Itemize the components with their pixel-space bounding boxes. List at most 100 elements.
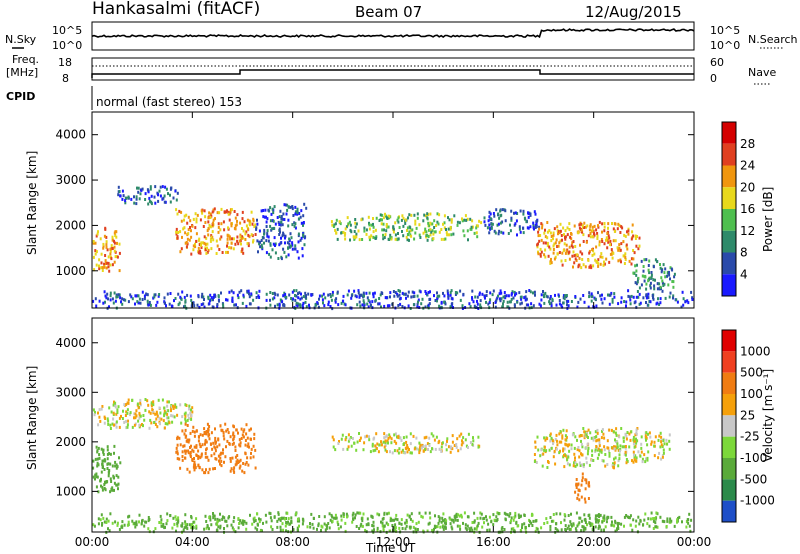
- range-gate-cell: [560, 234, 563, 237]
- range-gate-cell: [544, 241, 547, 245]
- range-gate-cell: [422, 445, 425, 448]
- range-gate-cell: [347, 222, 350, 226]
- range-gate-cell: [583, 513, 586, 517]
- range-gate-cell: [577, 482, 580, 486]
- range-gate-cell: [452, 518, 455, 522]
- range-gate-cell: [402, 436, 405, 440]
- range-gate-cell: [278, 223, 281, 226]
- range-gate-cell: [382, 222, 385, 226]
- range-gate-cell: [165, 522, 168, 526]
- range-gate-cell: [322, 301, 324, 305]
- range-gate-cell: [254, 448, 257, 452]
- range-gate-cell: [191, 448, 194, 452]
- range-gate-cell: [175, 227, 178, 231]
- range-gate-cell: [591, 248, 594, 252]
- range-gate-cell: [252, 298, 255, 302]
- range-gate-cell: [228, 515, 231, 519]
- range-gate-cell: [641, 274, 644, 278]
- range-gate-cell: [668, 273, 671, 277]
- range-gate-cell: [124, 201, 127, 205]
- range-gate-cell: [624, 446, 627, 450]
- range-gate-cell: [606, 232, 609, 235]
- range-gate-cell: [233, 434, 236, 438]
- range-gate-cell: [154, 293, 157, 297]
- range-gate-cell: [640, 450, 643, 454]
- range-gate-cell: [284, 236, 286, 240]
- range-gate-cell: [649, 517, 652, 521]
- range-gate-cell: [299, 303, 302, 307]
- range-gate-cell: [194, 245, 197, 249]
- range-gate-cell: [644, 274, 647, 278]
- range-gate-cell: [635, 295, 638, 299]
- range-gate-cell: [108, 305, 110, 309]
- range-gate-cell: [392, 230, 395, 234]
- range-gate-cell: [500, 230, 503, 234]
- range-gate-cell: [162, 196, 165, 200]
- range-gate-cell: [627, 232, 630, 236]
- range-gate-cell: [518, 516, 521, 519]
- range-gate-cell: [415, 436, 418, 440]
- range-gate-cell: [297, 303, 300, 307]
- range-gate-cell: [368, 235, 371, 239]
- range-gate-cell: [115, 295, 118, 299]
- range-gate-cell: [105, 296, 108, 300]
- range-gate-cell: [391, 451, 394, 455]
- range-gate-cell: [109, 247, 112, 251]
- range-gate-cell: [358, 294, 361, 297]
- range-gate-cell: [355, 525, 358, 528]
- range-gate-cell: [226, 241, 229, 245]
- range-gate-cell: [458, 434, 461, 438]
- range-gate-cell: [480, 221, 483, 225]
- range-gate-cell: [279, 528, 282, 532]
- range-gate-cell: [652, 527, 655, 530]
- range-gate-cell: [357, 291, 360, 295]
- range-gate-cell: [216, 244, 219, 248]
- range-gate-cell: [536, 245, 539, 249]
- colorbar-segment: [722, 209, 736, 231]
- range-gate-cell: [392, 227, 395, 231]
- range-gate-cell: [378, 443, 381, 447]
- range-gate-cell: [429, 450, 432, 454]
- range-gate-cell: [168, 400, 170, 404]
- range-gate-cell: [613, 230, 616, 233]
- range-gate-cell: [236, 219, 238, 223]
- range-gate-cell: [479, 516, 482, 520]
- range-gate-cell: [624, 234, 627, 238]
- range-gate-cell: [176, 457, 179, 461]
- range-gate-cell: [252, 219, 255, 223]
- range-gate-cell: [538, 227, 541, 231]
- range-gate-cell: [365, 228, 368, 232]
- range-gate-cell: [487, 219, 490, 223]
- range-gate-cell: [159, 194, 162, 198]
- range-gate-cell: [607, 293, 609, 297]
- range-gate-cell: [118, 425, 121, 429]
- range-gate-cell: [336, 290, 339, 294]
- range-gate-cell: [208, 302, 211, 306]
- range-gate-cell: [194, 212, 197, 216]
- range-gate-cell: [565, 249, 568, 253]
- range-gate-cell: [400, 518, 403, 522]
- range-gate-cell: [426, 216, 429, 220]
- range-gate-cell: [546, 241, 549, 245]
- range-gate-cell: [98, 408, 101, 412]
- range-gate-cell: [251, 222, 254, 226]
- range-gate-cell: [445, 519, 448, 523]
- range-gate-cell: [270, 525, 273, 529]
- range-gate-cell: [177, 516, 180, 520]
- range-gate-cell: [564, 524, 567, 528]
- range-gate-cell: [511, 290, 514, 294]
- range-gate-cell: [629, 523, 632, 527]
- range-gate-cell: [284, 517, 286, 521]
- range-gate-cell: [633, 453, 635, 457]
- range-gate-cell: [217, 437, 220, 441]
- range-gate-cell: [138, 197, 141, 201]
- range-gate-cell: [393, 294, 396, 298]
- range-gate-cell: [280, 257, 283, 261]
- range-gate-cell: [549, 525, 552, 528]
- range-gate-cell: [625, 434, 628, 438]
- range-gate-cell: [282, 528, 285, 532]
- range-gate-cell: [668, 295, 671, 299]
- range-gate-cell: [100, 266, 103, 270]
- range-gate-cell: [618, 224, 621, 228]
- range-gate-cell: [287, 253, 290, 257]
